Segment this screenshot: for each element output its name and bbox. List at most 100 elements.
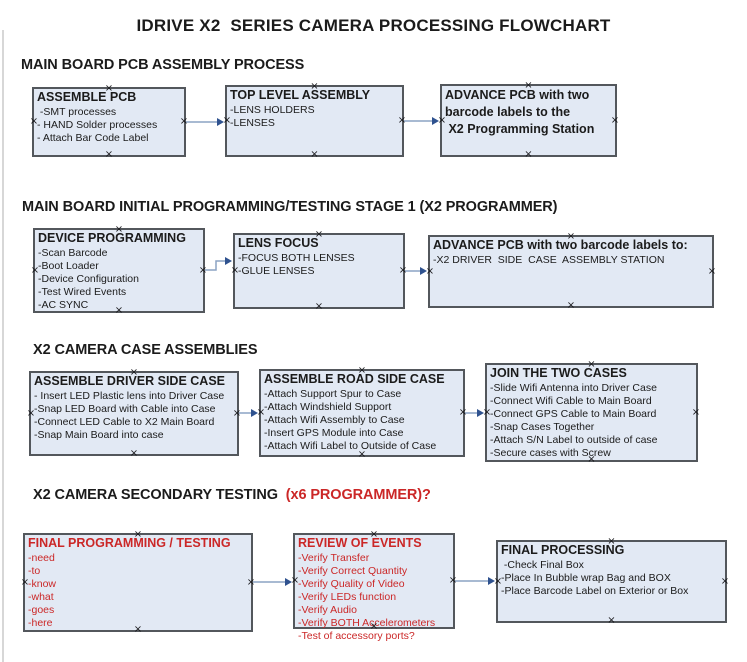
box-item-list: -Scan Barcode -Boot Loader -Device Configu… bbox=[38, 247, 200, 312]
flow-box-advance-pcb-to-programming[interactable]: ADVANCE PCB with two barcode labels to th… bbox=[438, 81, 620, 160]
box-item-list: -Verify Transfer -Verify Correct Quantity… bbox=[298, 552, 450, 643]
box-title-line: barcode labels to the bbox=[445, 105, 571, 119]
flow-box-final-processing[interactable]: FINAL PROCESSING -Check Final Box -Place … bbox=[494, 537, 730, 626]
heading-text: X2 CAMERA SECONDARY TESTING bbox=[33, 487, 286, 503]
box-item-list: -Check Final Box -Place In Bubble wrap Ba… bbox=[501, 559, 722, 598]
flow-box-device-programming[interactable]: DEVICE PROGRAMMING -Scan Barcode -Boot Loa… bbox=[31, 225, 207, 316]
box-item: -LENSES bbox=[230, 117, 275, 129]
box-item-list: - Insert LED Plastic lens into Driver Ca… bbox=[34, 390, 234, 442]
connector-arrow-top-level-assembly-to-advance-pcb-to-programming[interactable] bbox=[404, 117, 439, 125]
box-item: -Connect Wifi Cable to Main Board bbox=[490, 395, 652, 407]
flow-box-join-the-two-cases[interactable]: JOIN THE TWO CASES -Slide Wifi Antenna in… bbox=[483, 360, 701, 465]
box-title-line: ASSEMBLE ROAD SIDE CASE bbox=[264, 372, 445, 386]
box-title-line: REVIEW OF EVENTS bbox=[298, 536, 422, 550]
flow-box-final-programming-testing[interactable]: FINAL PROGRAMMING / TESTING -need -to -know… bbox=[21, 530, 256, 635]
box-item: -FOCUS BOTH LENSES bbox=[238, 252, 355, 264]
box-item: -know bbox=[28, 578, 57, 590]
box-item: -Test Wired Events bbox=[38, 286, 127, 298]
box-title-line: X2 Programming Station bbox=[445, 122, 595, 136]
box-item: -Snap LED Board with Cable into Case bbox=[34, 403, 216, 415]
box-title-line: DEVICE PROGRAMMING bbox=[38, 231, 186, 245]
box-title: ASSEMBLE DRIVER SIDE CASE bbox=[34, 374, 234, 389]
connection-point-icon: × bbox=[720, 575, 730, 587]
connection-point-icon: × bbox=[610, 114, 620, 126]
box-title-line: ASSEMBLE DRIVER SIDE CASE bbox=[34, 374, 226, 388]
box-title-line: JOIN THE TWO CASES bbox=[490, 366, 627, 380]
connector-arrow-assemble-road-side-case-to-join-the-two-cases[interactable] bbox=[465, 409, 484, 417]
box-item-list: -SMT processes - HAND Solder processes - A… bbox=[37, 106, 181, 145]
flow-box-assemble-road-side-case[interactable]: ASSEMBLE ROAD SIDE CASE -Attach Support S… bbox=[257, 366, 467, 460]
box-title: TOP LEVEL ASSEMBLY bbox=[230, 88, 399, 103]
connector-arrow-device-programming-to-lens-focus[interactable] bbox=[205, 257, 232, 271]
box-title-line: ADVANCE PCB with two barcode labels to: bbox=[433, 238, 688, 252]
box-item: -GLUE LENSES bbox=[238, 265, 315, 277]
box-item: - HAND Solder processes bbox=[37, 119, 158, 131]
box-title: ADVANCE PCB with two barcode labels to: bbox=[433, 238, 709, 253]
connection-point-icon: × bbox=[566, 300, 576, 311]
box-title-line: FINAL PROCESSING bbox=[501, 543, 625, 557]
box-title-line: ADVANCE PCB with two bbox=[445, 88, 590, 102]
box-item: -Connect GPS Cable to Main Board bbox=[490, 408, 657, 420]
box-title: REVIEW OF EVENTS bbox=[298, 536, 450, 551]
box-item: -Attach Windshield Support bbox=[264, 401, 392, 413]
box-item: -need bbox=[28, 552, 55, 564]
connection-point-icon: × bbox=[314, 301, 324, 312]
connector-arrow-assemble-pcb-to-top-level-assembly[interactable] bbox=[186, 118, 224, 126]
box-item: -Secure cases with Screw bbox=[490, 447, 611, 459]
box-item: -Place In Bubble wrap Bag and BOX bbox=[501, 572, 671, 584]
section-heading-case-assemblies: X2 CAMERA CASE ASSEMBLIES bbox=[33, 342, 258, 358]
box-item: -goes bbox=[28, 604, 55, 616]
page-title: IDRIVE X2 SERIES CAMERA PROCESSING FLOWC… bbox=[136, 16, 611, 35]
box-item: -Check Final Box bbox=[501, 559, 584, 571]
box-title: ADVANCE PCB with two barcode labels to th… bbox=[445, 87, 612, 138]
box-item: -here bbox=[28, 617, 53, 629]
box-title: JOIN THE TWO CASES bbox=[490, 366, 693, 381]
section-heading-initial-programming: MAIN BOARD INITIAL PROGRAMMING/TESTING S… bbox=[22, 199, 558, 215]
connection-point-icon: × bbox=[524, 149, 533, 160]
box-item: -Verify Quality of Video bbox=[298, 578, 405, 590]
connection-point-icon: × bbox=[398, 265, 408, 276]
connection-point-icon: × bbox=[310, 149, 319, 160]
connection-point-icon: × bbox=[607, 615, 616, 626]
box-title-line: ASSEMBLE PCB bbox=[37, 90, 137, 104]
box-title-line: LENS FOCUS bbox=[238, 236, 319, 250]
box-item: -LENS HOLDERS bbox=[230, 104, 315, 116]
connection-point-icon: × bbox=[448, 575, 458, 586]
box-item: -Connect LED Cable to X2 Main Board bbox=[34, 416, 215, 428]
connector-arrow-lens-focus-to-advance-pcb-to-case-assembly[interactable] bbox=[405, 267, 427, 275]
box-item: -Attach Wifi Label to Outside of Case bbox=[264, 440, 437, 452]
flow-box-review-of-events[interactable]: REVIEW OF EVENTS -Verify Transfer -Verify … bbox=[291, 530, 458, 643]
box-item: -Place Barcode Label on Exterior or Box bbox=[501, 585, 689, 597]
connection-point-icon: × bbox=[691, 406, 701, 418]
flow-box-top-level-assembly[interactable]: TOP LEVEL ASSEMBLY -LENS HOLDERS -LENSES × ×… bbox=[223, 82, 406, 160]
box-item-list: -need -to -know -what -goes -here bbox=[28, 552, 248, 630]
connection-point-icon: × bbox=[246, 576, 256, 588]
box-item: -to bbox=[28, 565, 41, 577]
box-item: -Verify LEDs function bbox=[298, 591, 397, 603]
connection-point-icon: × bbox=[707, 265, 717, 277]
box-item: -Verify Correct Quantity bbox=[298, 565, 408, 577]
heading-text-red: (x6 PROGRAMMER)? bbox=[285, 487, 431, 503]
connection-point-icon: × bbox=[104, 149, 114, 160]
box-item: -Boot Loader bbox=[38, 260, 99, 272]
connection-point-icon: × bbox=[179, 116, 189, 127]
flow-box-lens-focus[interactable]: LENS FOCUS -FOCUS BOTH LENSES -GLUE LENSES… bbox=[231, 230, 408, 312]
box-item: - Insert LED Plastic lens into Driver Ca… bbox=[34, 390, 225, 402]
box-item: -Verify BOTH Accelerometers bbox=[298, 617, 436, 629]
box-item-list: -FOCUS BOTH LENSES -GLUE LENSES bbox=[238, 252, 400, 278]
box-item: -X2 DRIVER SIDE CASE ASSEMBLY STATION bbox=[433, 254, 665, 266]
box-item-list: -LENS HOLDERS -LENSES bbox=[230, 104, 399, 130]
box-item-list: -Slide Wifi Antenna into Driver Case -Con… bbox=[490, 382, 693, 460]
connector-arrow-assemble-driver-side-case-to-assemble-road-side-case[interactable] bbox=[239, 409, 258, 417]
flow-box-advance-pcb-to-case-assembly[interactable]: ADVANCE PCB with two barcode labels to: -… bbox=[426, 232, 717, 311]
connector-arrow-review-of-events-to-final-processing[interactable] bbox=[455, 577, 495, 585]
connector-arrow-final-programming-testing-to-review-of-events[interactable] bbox=[253, 578, 292, 586]
box-item: -Snap Cases Together bbox=[490, 421, 595, 433]
box-item: -Device Configuration bbox=[38, 273, 139, 285]
box-title: ASSEMBLE ROAD SIDE CASE bbox=[264, 372, 460, 387]
flow-box-assemble-driver-side-case[interactable]: ASSEMBLE DRIVER SIDE CASE - Insert LED Pl… bbox=[27, 368, 241, 459]
box-title-line: FINAL PROGRAMMING / TESTING bbox=[28, 536, 231, 550]
box-item: -Insert GPS Module into Case bbox=[264, 427, 404, 439]
flow-box-assemble-pcb[interactable]: ASSEMBLE PCB -SMT processes - HAND Solder… bbox=[30, 84, 189, 160]
